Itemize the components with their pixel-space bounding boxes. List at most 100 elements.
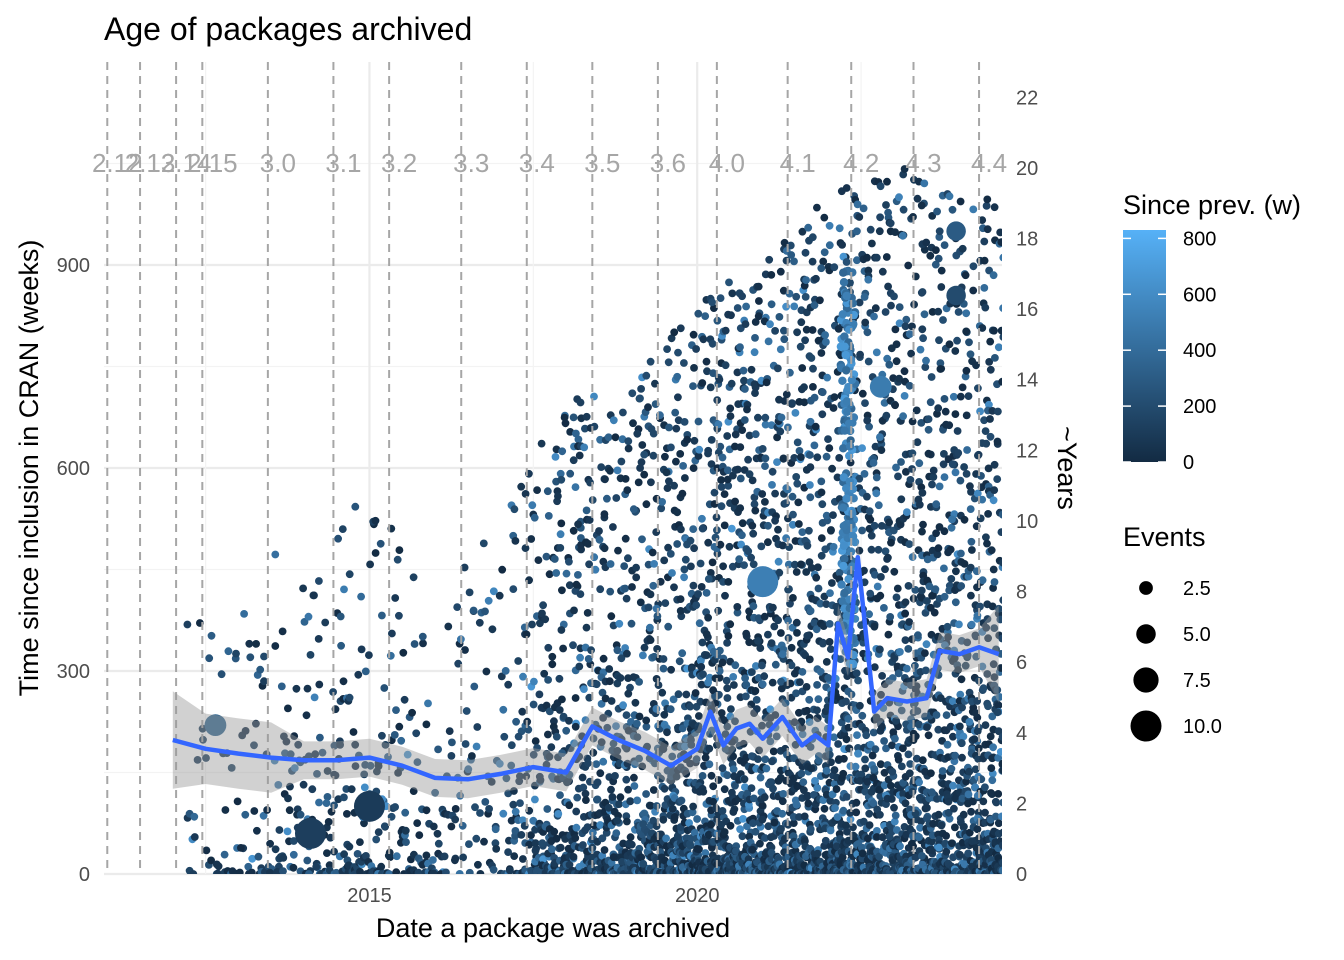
scatter-point xyxy=(609,523,617,531)
scatter-point xyxy=(798,364,807,372)
scatter-point xyxy=(892,593,901,602)
scatter-point xyxy=(929,466,938,475)
scatter-point xyxy=(702,589,711,597)
scatter-point xyxy=(875,227,884,236)
scatter-point xyxy=(886,613,895,621)
scatter-point xyxy=(939,316,947,324)
scatter-point xyxy=(872,489,881,498)
scatter-point xyxy=(607,612,616,621)
scatter-point xyxy=(776,345,785,354)
scatter-point xyxy=(702,357,711,366)
scatter-point xyxy=(605,677,614,686)
scatter-point xyxy=(683,435,692,444)
scatter-point xyxy=(582,796,590,804)
scatter-point xyxy=(817,534,826,542)
scatter-point xyxy=(694,309,703,318)
scatter-point xyxy=(969,205,978,214)
scatter-point xyxy=(545,752,554,761)
scatter-point xyxy=(661,599,670,607)
scatter-point xyxy=(593,778,602,787)
scatter-point xyxy=(642,716,651,725)
scatter-point xyxy=(982,439,991,448)
scatter-point xyxy=(569,853,578,861)
scatter-point xyxy=(872,348,881,357)
scatter-point xyxy=(697,663,706,671)
scatter-point xyxy=(761,454,770,463)
scatter-point xyxy=(632,573,641,582)
scatter-point xyxy=(814,563,822,572)
scatter-point xyxy=(841,350,850,360)
scatter-point xyxy=(827,526,835,535)
scatter-point xyxy=(791,409,800,417)
scatter-point xyxy=(558,447,567,456)
scatter-point xyxy=(795,813,803,821)
scatter-point xyxy=(828,464,836,473)
scatter-point xyxy=(640,470,649,479)
scatter-point xyxy=(994,407,1002,416)
scatter-point xyxy=(241,727,250,735)
scatter-point xyxy=(943,622,952,631)
scatter-point xyxy=(202,846,211,855)
scatter-point xyxy=(917,586,926,595)
scatter-point xyxy=(776,427,785,436)
scatter-point xyxy=(989,271,998,280)
scatter-point xyxy=(601,475,609,484)
scatter-point xyxy=(846,458,855,467)
scatter-point xyxy=(554,810,563,818)
scatter-point xyxy=(542,760,551,769)
scatter-point xyxy=(409,787,418,795)
scatter-point xyxy=(556,469,565,478)
scatter-point xyxy=(792,618,801,627)
scatter-point xyxy=(924,415,933,423)
scatter-point xyxy=(974,384,982,393)
scatter-point xyxy=(951,751,960,760)
scatter-point xyxy=(923,723,931,731)
scatter-point xyxy=(768,757,776,766)
scatter-point xyxy=(964,392,973,400)
scatter-point xyxy=(760,612,769,621)
scatter-point xyxy=(690,544,698,553)
scatter-point xyxy=(514,657,523,665)
scatter-point xyxy=(349,728,358,736)
scatter-point xyxy=(678,649,687,658)
scatter-point xyxy=(376,539,385,548)
scatter-point xyxy=(678,724,687,733)
scatter-point xyxy=(772,732,781,741)
scatter-point xyxy=(605,665,614,673)
scatter-point xyxy=(220,850,229,859)
scatter-point xyxy=(993,475,1002,483)
scatter-point xyxy=(245,639,254,648)
scatter-point xyxy=(574,435,583,444)
scatter-point xyxy=(792,292,801,301)
scatter-point xyxy=(635,712,644,721)
scatter-point xyxy=(509,800,518,809)
scatter-point xyxy=(699,787,708,796)
scatter-point xyxy=(380,822,389,831)
scatter-point xyxy=(266,868,274,874)
scatter-point xyxy=(686,841,695,850)
scatter-point xyxy=(954,308,963,316)
scatter-point xyxy=(596,585,605,594)
scatter-point xyxy=(959,810,968,819)
scatter-point xyxy=(642,500,651,509)
scatter-point xyxy=(544,512,553,520)
scatter-point xyxy=(202,754,210,762)
scatter-point xyxy=(858,526,866,535)
scatter-point xyxy=(745,470,754,479)
scatter-point xyxy=(765,255,774,264)
scatter-point xyxy=(635,678,643,686)
scatter-point xyxy=(870,663,879,671)
scatter-point xyxy=(854,749,862,758)
scatter-point xyxy=(189,870,198,874)
scatter-point xyxy=(873,582,882,591)
scatter-point xyxy=(659,664,668,673)
scatter-point xyxy=(725,278,733,287)
scatter-point xyxy=(802,683,811,691)
scatter-point xyxy=(647,478,655,487)
scatter-point xyxy=(660,710,669,719)
scatter-point xyxy=(930,608,939,617)
scatter-point xyxy=(584,655,593,663)
scatter-point xyxy=(668,752,677,761)
scatter-point xyxy=(575,451,584,460)
scatter-point xyxy=(748,845,757,854)
